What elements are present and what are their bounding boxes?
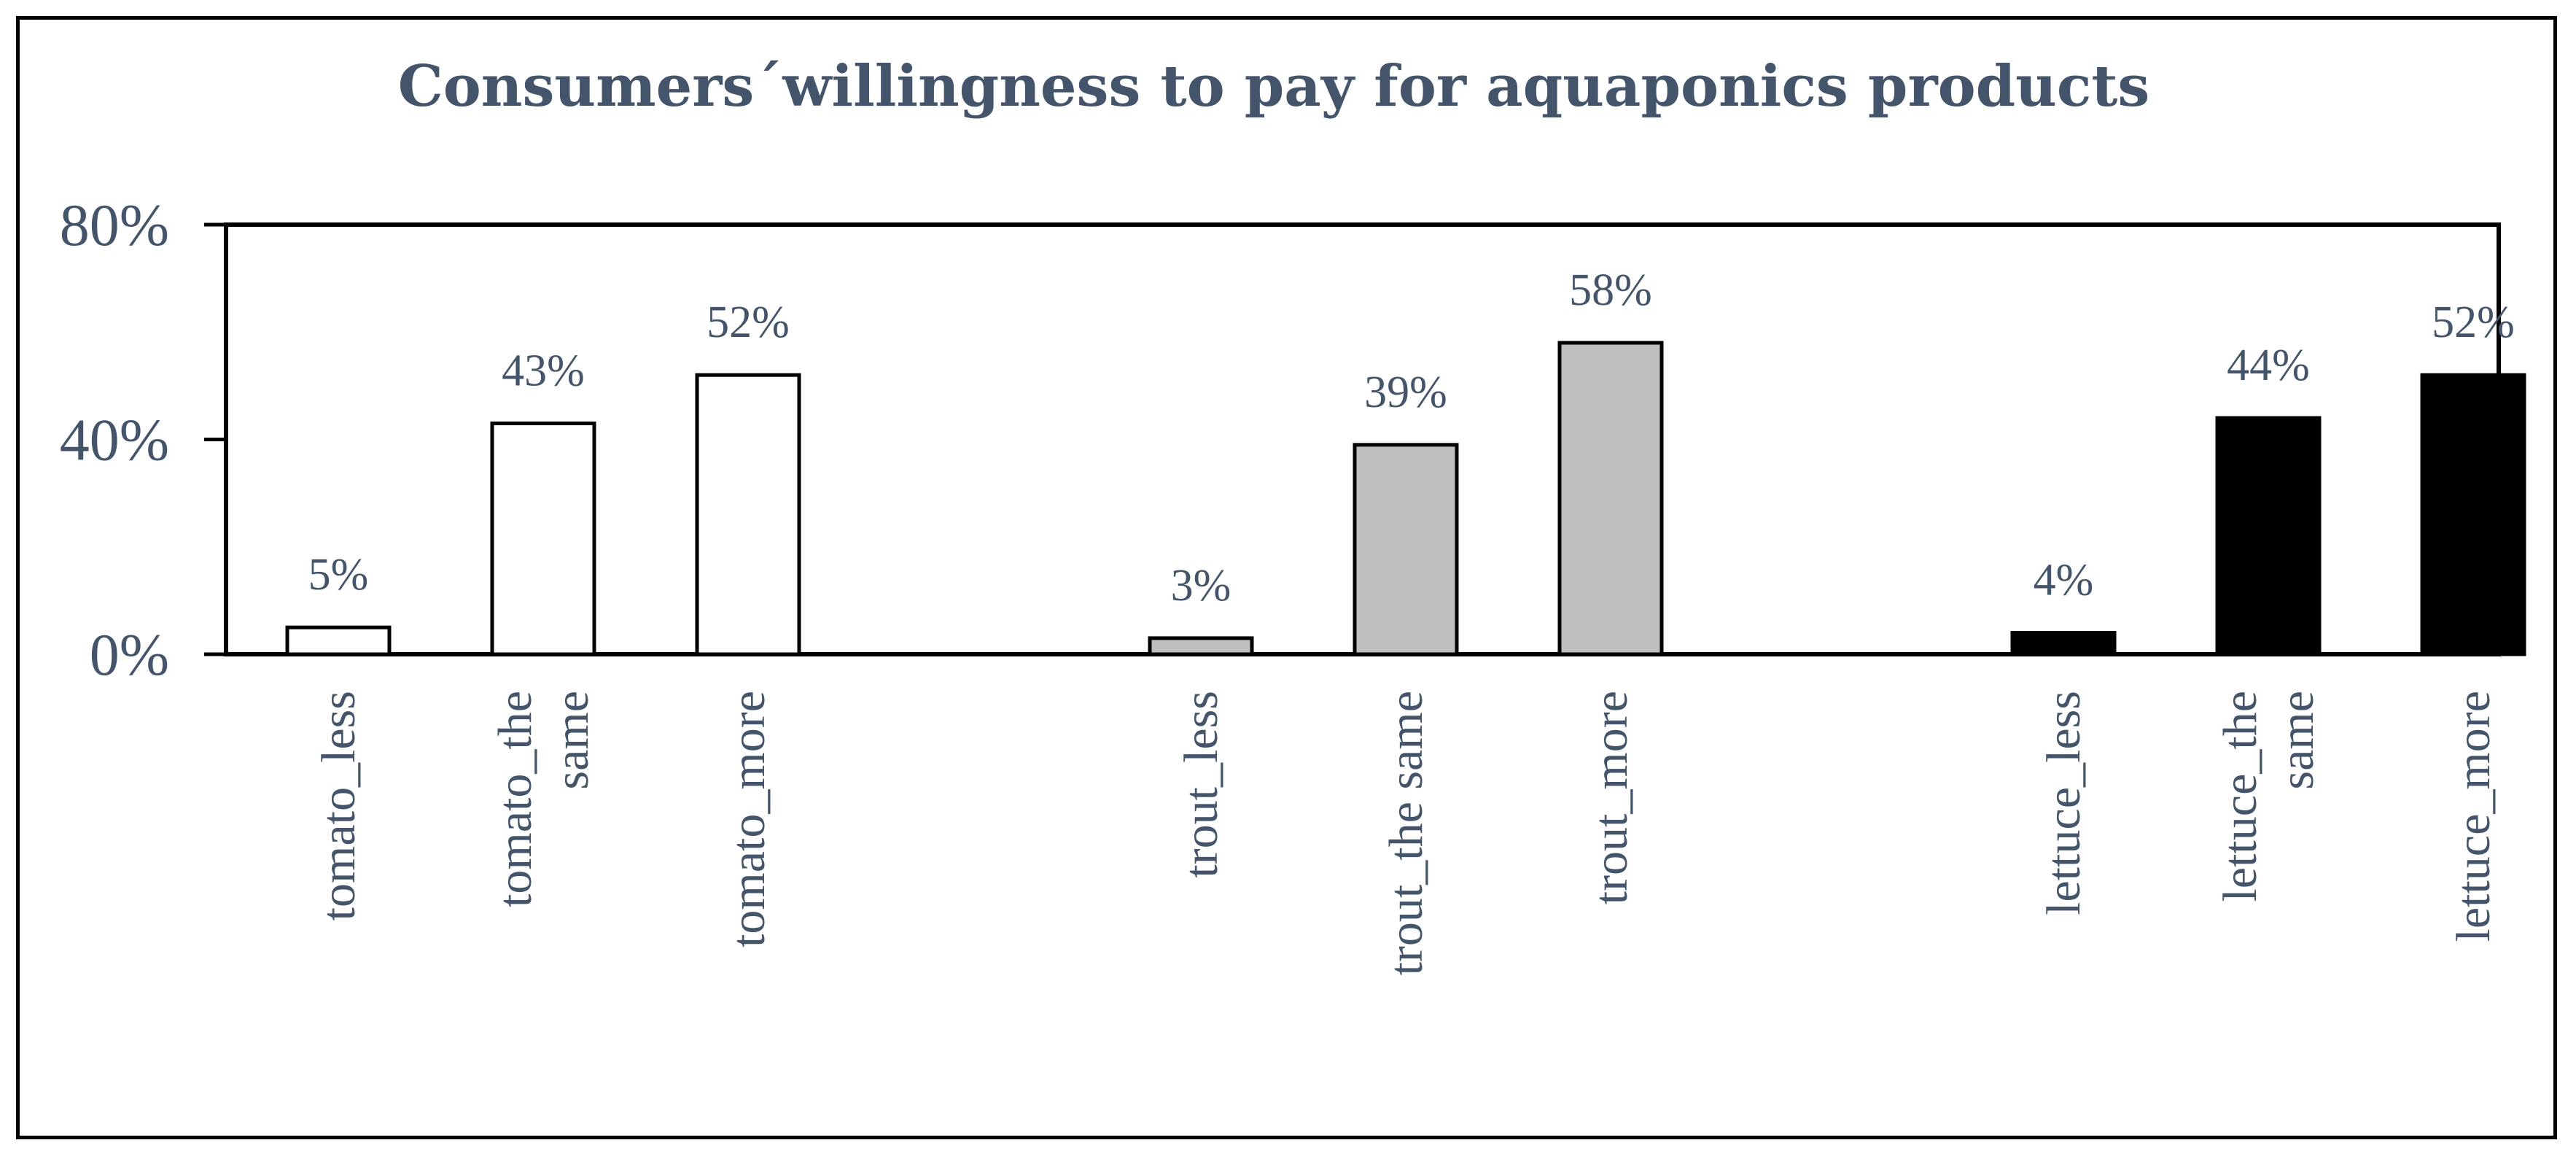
- chart-bars: [285, 341, 2526, 656]
- data-label: 39%: [1364, 368, 1447, 417]
- category-label: trout_more: [1584, 691, 1638, 904]
- bar: [285, 625, 392, 656]
- y-tick-label: 40%: [60, 407, 169, 473]
- data-label: 5%: [308, 550, 369, 600]
- category-label-line: lettuce_more: [2447, 691, 2500, 942]
- category-label: tomato_the same: [489, 691, 599, 907]
- category-label: trout_the same: [1380, 691, 1433, 975]
- category-label-line: tomato_more: [722, 691, 775, 947]
- data-labels: 5% 43% 52% 3% 39% 58% 4% 44% 52%: [308, 265, 2515, 610]
- category-label-line: tomato_less: [312, 691, 365, 920]
- bar: [1353, 443, 1459, 656]
- category-label-line: lettuce_less: [2037, 691, 2090, 915]
- category-label: tomato_less: [312, 691, 365, 920]
- category-label: lettuce_less: [2037, 691, 2090, 915]
- category-label-line: trout_more: [1584, 691, 1638, 904]
- category-label-line: lettuce_the: [2214, 691, 2267, 902]
- bar: [1148, 636, 1254, 656]
- category-label: lettuce_the same: [2214, 691, 2324, 902]
- chart-axes: 0% 40% 80%: [60, 192, 2501, 688]
- data-label: 44%: [2227, 341, 2310, 390]
- category-label-line: tomato_the: [489, 691, 542, 907]
- bar: [695, 373, 801, 656]
- bar: [490, 421, 596, 656]
- data-label: 43%: [502, 346, 585, 395]
- category-label: trout_less: [1175, 691, 1228, 878]
- chart-title: Consumers´willingness to pay for aquapon…: [398, 53, 2150, 120]
- category-label-line: same: [2270, 691, 2324, 790]
- chart-frame: Consumers´willingness to pay for aquapon…: [16, 16, 2557, 1139]
- category-label-line: trout_less: [1175, 691, 1228, 878]
- category-label-line: same: [545, 691, 599, 790]
- bar-chart: Consumers´willingness to pay for aquapon…: [60, 53, 2526, 975]
- data-label: 52%: [707, 298, 790, 347]
- data-label: 3%: [1171, 561, 1231, 610]
- data-label: 52%: [2432, 298, 2515, 347]
- data-label: 4%: [2034, 556, 2094, 605]
- bar: [2215, 416, 2322, 656]
- bar: [2420, 373, 2526, 656]
- data-label: 58%: [1569, 265, 1652, 315]
- y-tick-label: 80%: [60, 192, 169, 258]
- bar: [2010, 631, 2117, 656]
- y-tick-label: 0%: [90, 621, 169, 688]
- bar: [1557, 341, 1664, 656]
- category-label: tomato_more: [722, 691, 775, 947]
- category-labels: tomato_less tomato_the same tomato_more trou…: [312, 691, 2500, 975]
- category-label: lettuce_more: [2447, 691, 2500, 942]
- category-label-line: trout_the same: [1380, 691, 1433, 975]
